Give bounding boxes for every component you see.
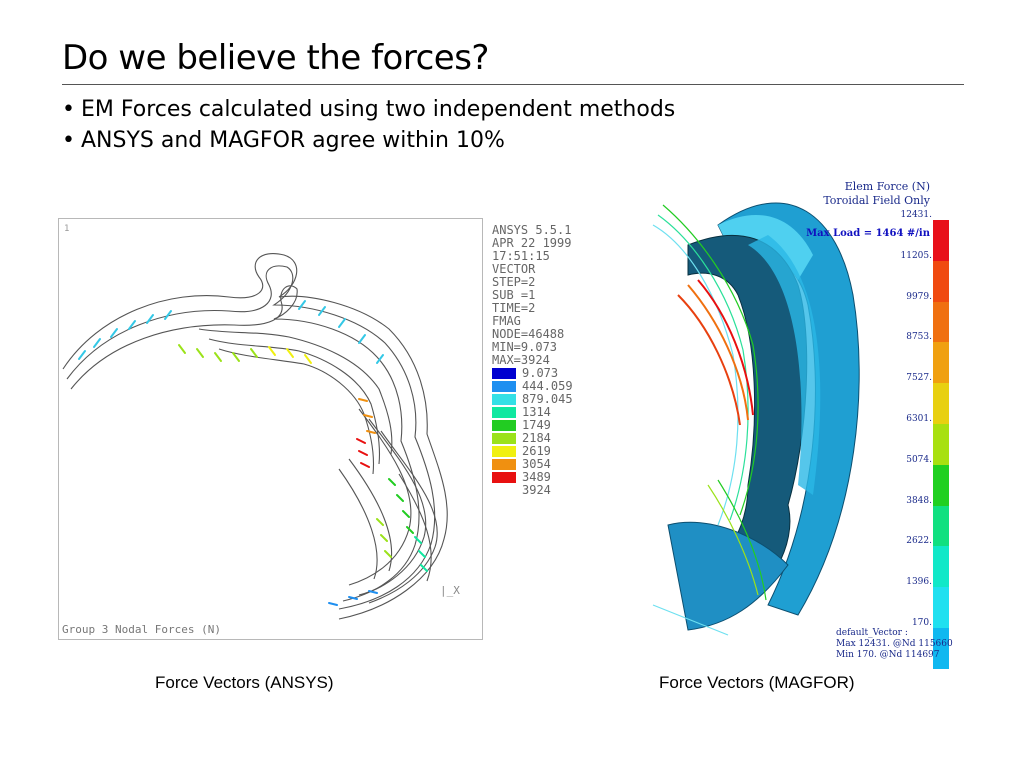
legend-value: 3924	[522, 483, 551, 497]
magfor-scale-segment	[933, 342, 949, 384]
bullet-item: • EM Forces calculated using two independ…	[62, 97, 676, 122]
magfor-footer-line: default_Vector :	[836, 628, 908, 638]
window-number-label: 1	[64, 224, 70, 234]
magfor-scale-tick: 3848.	[906, 495, 932, 506]
magfor-scale-tick: 170.	[911, 618, 932, 628]
legend-row: 3924	[492, 484, 602, 497]
legend-row: 1314	[492, 406, 602, 419]
legend-swatch	[492, 485, 516, 496]
legend-row: 2184	[492, 432, 602, 445]
magfor-scale-tick: 12431.	[900, 210, 933, 220]
legend-row: 879.045	[492, 393, 602, 406]
legend-value: 1749	[522, 418, 551, 432]
axis-triad: |_X	[440, 584, 460, 597]
legend-row: 2619	[492, 445, 602, 458]
magfor-scale-tick: 9979.	[906, 291, 932, 302]
bullet-item: • ANSYS and MAGFOR agree within 10%	[62, 128, 505, 153]
ansys-vector-plot	[62, 253, 448, 620]
legend-value: 3054	[522, 457, 551, 471]
magfor-legend-title: Elem Force (N)	[844, 180, 930, 193]
magfor-scale-segment	[933, 628, 949, 669]
magfor-scale-segment	[933, 587, 949, 628]
legend-swatch	[492, 420, 516, 431]
magfor-vector-plot	[652, 202, 860, 636]
legend-value: 3489	[522, 470, 551, 484]
magfor-footer-line: Min 170. @Nd 114697	[836, 650, 940, 660]
legend-row: 444.059	[492, 380, 602, 393]
magfor-max-load: Max Load = 1464 #/in	[806, 228, 930, 239]
magfor-scale-tick: 6301.	[906, 414, 932, 424]
magfor-scale-segment	[933, 383, 949, 424]
legend-header-line: MIN=9.073	[492, 340, 558, 354]
legend-header-line: NODE=46488	[492, 327, 565, 341]
legend-header-line: VECTOR	[492, 262, 536, 276]
legend-header-line: APR 22 1999	[492, 236, 572, 250]
magfor-scale-segment	[933, 424, 949, 465]
legend-swatch	[492, 433, 516, 444]
legend-value: 2619	[522, 444, 551, 458]
legend-swatch	[492, 394, 516, 405]
magfor-scale-segment	[933, 260, 949, 302]
legend-swatch	[492, 368, 516, 379]
legend-header-line: SUB =1	[492, 288, 536, 302]
legend-row: 3054	[492, 458, 602, 471]
legend-swatch	[492, 381, 516, 392]
y-axis-glyph: |_	[440, 584, 454, 597]
magfor-scale-segment	[933, 220, 949, 261]
legend-header-line: 17:51:15	[492, 249, 550, 263]
magfor-scale-tick: 2622.	[906, 536, 932, 547]
magfor-scale-segment	[933, 505, 949, 547]
magfor-footer-line: Max 12431. @Nd 115660	[836, 639, 953, 649]
magfor-scale-tick: 5074.	[906, 454, 932, 465]
legend-value: 879.045	[522, 392, 573, 406]
slide-title: Do we believe the forces?	[62, 38, 489, 78]
legend-row: 1749	[492, 419, 602, 432]
legend-value: 9.073	[522, 366, 559, 380]
magfor-scale-tick: 7527.	[906, 373, 932, 384]
legend-header-line: STEP=2	[492, 275, 536, 289]
legend-value: 444.059	[522, 379, 573, 393]
title-divider	[62, 84, 964, 85]
legend-header-line: TIME=2	[492, 301, 536, 315]
magfor-scale-tick: 8753.	[906, 332, 932, 343]
legend-value: 1314	[522, 405, 551, 419]
legend-header-line: MAX=3924	[492, 353, 550, 367]
magfor-scale-tick: 11205.	[900, 250, 933, 261]
legend-header-line: FMAG	[492, 314, 521, 328]
magfor-scale-tick: 1396.	[906, 577, 932, 588]
ansys-plot-footer: Group 3 Nodal Forces (N)	[62, 623, 221, 636]
legend-swatch	[492, 472, 516, 483]
magfor-scale-segment	[933, 464, 949, 506]
magfor-scale-segment	[933, 546, 949, 588]
legend-value: 2184	[522, 431, 551, 445]
legend-row: 3489	[492, 471, 602, 484]
bullet-list: • EM Forces calculated using two independ…	[62, 94, 675, 156]
ansys-plot-panel	[58, 218, 483, 640]
ansys-legend: ANSYS 5.5.1 APR 22 1999 17:51:15 VECTOR …	[492, 224, 602, 497]
magfor-plot-panel	[648, 185, 960, 657]
x-axis-label: X	[453, 584, 460, 597]
legend-swatch	[492, 407, 516, 418]
legend-header-line: ANSYS 5.5.1	[492, 223, 572, 237]
magfor-caption: Force Vectors (MAGFOR)	[659, 673, 855, 692]
legend-swatch	[492, 446, 516, 457]
magfor-scale-segment	[933, 301, 949, 343]
legend-row: 9.073	[492, 367, 602, 380]
magfor-legend-subtitle: Toroidal Field Only	[823, 194, 930, 207]
legend-swatch	[492, 459, 516, 470]
ansys-caption: Force Vectors (ANSYS)	[155, 673, 334, 692]
